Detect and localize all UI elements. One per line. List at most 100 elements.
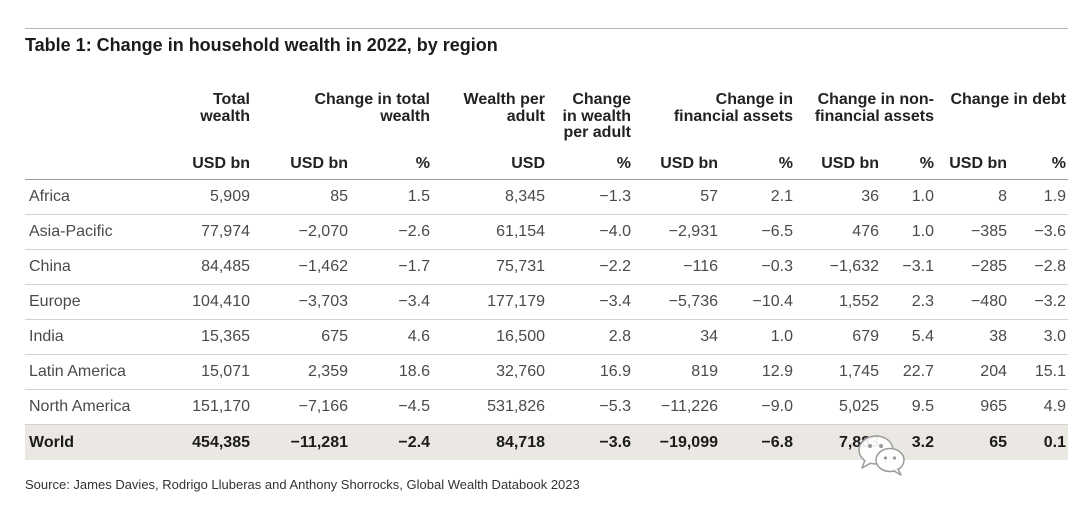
- change-nonfinancial-assets-pct-value: 22.7: [902, 363, 934, 380]
- total-wealth-value: 104,410: [192, 293, 250, 310]
- header-line: wealth: [380, 107, 430, 125]
- change-nonfinancial-assets-pct-value: 3.2: [911, 433, 934, 451]
- change-debt-usd-value: −285: [970, 258, 1007, 275]
- change-debt-usd-value: 965: [980, 398, 1007, 415]
- table-row-latin-america: Latin America 15,071 2,359 18.6 32,760 1…: [25, 355, 1068, 390]
- change-wealth-per-adult-pct-value: −1.3: [599, 188, 631, 205]
- wealth-per-adult-value: 531,826: [487, 398, 545, 415]
- wechat-icon: [858, 435, 905, 476]
- wealth-per-adult-value: 84,718: [496, 433, 545, 451]
- change-debt-usd-value: −385: [970, 223, 1007, 240]
- change-total-wealth-pct-value: 18.6: [398, 363, 430, 380]
- change-nonfinancial-assets-usd-value: 5,025: [838, 398, 879, 415]
- change-debt-usd-value: −480: [970, 293, 1007, 310]
- change-wealth-per-adult-pct-value: 16.9: [599, 363, 631, 380]
- change-total-wealth-pct-value: −1.7: [398, 258, 430, 275]
- watermark-logo: [856, 433, 908, 477]
- change-debt-pct-value: −3.6: [1034, 223, 1066, 240]
- region-name: Africa: [29, 188, 70, 205]
- header-line: financial assets: [814, 107, 934, 125]
- total-wealth-value: 15,071: [201, 363, 250, 380]
- change-financial-assets-pct-value: −6.8: [761, 433, 793, 451]
- change-nonfinancial-assets-usd-value: 476: [852, 223, 879, 240]
- change-financial-assets-usd-value: −5,736: [668, 293, 718, 310]
- header-change-financial-assets: Change in financial assets: [633, 91, 795, 125]
- change-total-wealth-pct-value: −2.6: [398, 223, 430, 240]
- change-total-wealth-pct-value: 1.5: [407, 188, 430, 205]
- change-total-wealth-pct-value: −4.5: [398, 398, 430, 415]
- change-nonfinancial-assets-usd-value: 1,552: [838, 293, 879, 310]
- region-name: India: [29, 328, 64, 345]
- change-financial-assets-usd-value: −2,931: [668, 223, 718, 240]
- change-total-wealth-usd-value: 675: [321, 328, 348, 345]
- column-header-row: Total wealth Change in total wealth Weal…: [25, 91, 1068, 148]
- change-total-wealth-usd-value: −11,281: [290, 433, 348, 451]
- change-nonfinancial-assets-pct-value: 1.0: [911, 223, 934, 240]
- change-nonfinancial-assets-pct-value: 1.0: [911, 188, 934, 205]
- header-total-wealth: Total wealth: [160, 91, 252, 125]
- change-financial-assets-usd-value: −116: [683, 258, 718, 275]
- unit-label: USD: [511, 154, 545, 172]
- change-debt-pct-value: 1.9: [1043, 188, 1066, 205]
- change-financial-assets-pct-value: −0.3: [761, 258, 793, 275]
- change-total-wealth-usd-value: 85: [330, 188, 348, 205]
- change-total-wealth-usd-value: 2,359: [307, 363, 348, 380]
- header-line: per adult: [563, 124, 631, 141]
- change-financial-assets-usd-value: −19,099: [659, 433, 718, 451]
- total-wealth-value: 454,385: [192, 433, 250, 451]
- change-wealth-per-adult-pct-value: −4.0: [599, 223, 631, 240]
- change-financial-assets-usd-value: 34: [700, 328, 718, 345]
- change-financial-assets-pct-value: −10.4: [752, 293, 793, 310]
- table-row-africa: Africa 5,909 85 1.5 8,345 −1.3 57 2.1 36…: [25, 180, 1068, 215]
- change-nonfinancial-assets-usd-value: 1,745: [838, 363, 879, 380]
- header-line: Change: [572, 91, 631, 108]
- region-name: Europe: [29, 293, 81, 310]
- unit-label: %: [415, 154, 430, 172]
- wealth-per-adult-value: 32,760: [496, 363, 545, 380]
- table-row-china: China 84,485 −1,462 −1.7 75,731 −2.2 −11…: [25, 250, 1068, 285]
- table-row-north-america: North America 151,170 −7,166 −4.5 531,82…: [25, 390, 1068, 425]
- header-line: wealth: [200, 107, 250, 125]
- wealth-table: Total wealth Change in total wealth Weal…: [25, 91, 1068, 460]
- change-wealth-per-adult-pct-value: −3.4: [599, 293, 631, 310]
- change-nonfinancial-assets-pct-value: −3.1: [902, 258, 934, 275]
- unit-label: USD bn: [821, 154, 879, 172]
- unit-label: USD bn: [660, 154, 718, 172]
- source-note: Source: James Davies, Rodrigo Lluberas a…: [25, 477, 580, 492]
- header-change-total-wealth: Change in total wealth: [252, 91, 432, 125]
- change-wealth-per-adult-pct-value: −3.6: [599, 433, 631, 451]
- change-nonfinancial-assets-pct-value: 5.4: [911, 328, 934, 345]
- change-total-wealth-usd-value: −7,166: [298, 398, 348, 415]
- change-nonfinancial-assets-pct-value: 9.5: [911, 398, 934, 415]
- region-name: Latin America: [29, 363, 126, 380]
- change-total-wealth-usd-value: −2,070: [298, 223, 348, 240]
- change-debt-pct-value: −2.8: [1034, 258, 1066, 275]
- header-line: in wealth: [562, 107, 631, 125]
- unit-label: %: [616, 154, 631, 172]
- region-name: World: [29, 433, 75, 451]
- region-name: North America: [29, 398, 131, 415]
- change-financial-assets-pct-value: −9.0: [761, 398, 793, 415]
- header-line: Total: [212, 91, 250, 108]
- change-total-wealth-pct-value: −2.4: [398, 433, 430, 451]
- table-row-india: India 15,365 675 4.6 16,500 2.8 34 1.0 6…: [25, 320, 1068, 355]
- change-debt-pct-value: −3.2: [1034, 293, 1066, 310]
- change-debt-usd-value: 38: [989, 328, 1007, 345]
- header-line: financial assets: [673, 107, 793, 125]
- unit-label: USD bn: [192, 154, 250, 172]
- unit-label: %: [1051, 154, 1066, 172]
- table-row-europe: Europe 104,410 −3,703 −3.4 177,179 −3.4 …: [25, 285, 1068, 320]
- change-wealth-per-adult-pct-value: 2.8: [608, 328, 631, 345]
- change-financial-assets-pct-value: 12.9: [761, 363, 793, 380]
- header-line: Change in: [715, 91, 793, 108]
- change-nonfinancial-assets-usd-value: −1,632: [829, 258, 879, 275]
- table-row-asia-pacific: Asia-Pacific 77,974 −2,070 −2.6 61,154 −…: [25, 215, 1068, 250]
- unit-label: %: [919, 154, 934, 172]
- header-change-nonfinancial-assets: Change in non- financial assets: [795, 91, 936, 125]
- total-wealth-value: 151,170: [192, 398, 250, 415]
- header-wealth-per-adult: Wealth per adult: [432, 91, 547, 125]
- units-row: USD bn USD bn % USD % USD bn % USD bn % …: [25, 148, 1068, 180]
- table-title: Table 1: Change in household wealth in 2…: [25, 35, 498, 55]
- change-total-wealth-pct-value: −3.4: [398, 293, 430, 310]
- change-financial-assets-usd-value: 57: [700, 188, 718, 205]
